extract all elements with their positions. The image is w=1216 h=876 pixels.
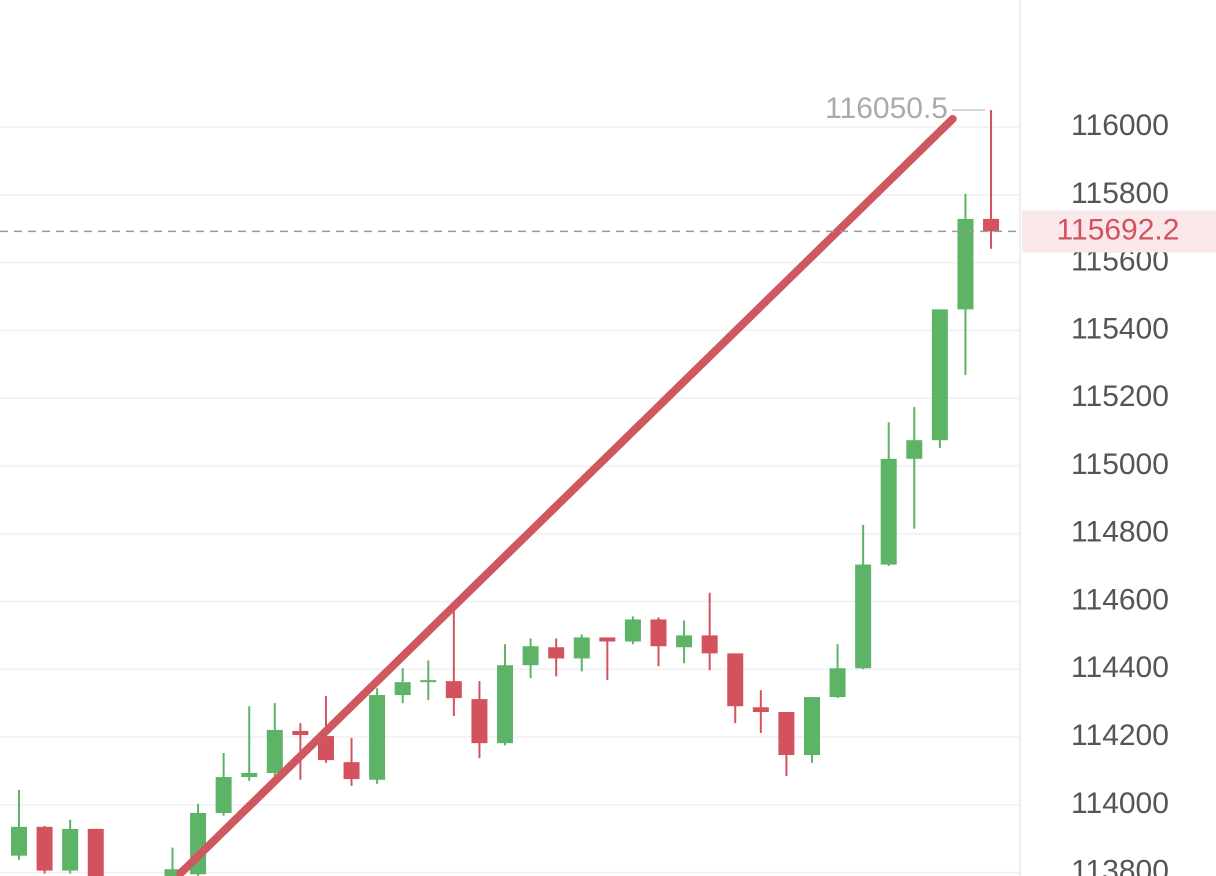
candle-body — [317, 736, 334, 761]
y-tick-label: 114000 — [1071, 787, 1169, 820]
candle-body — [829, 668, 846, 698]
candle-body — [701, 635, 718, 654]
y-tick-label: 115800 — [1071, 177, 1169, 210]
candle-body — [36, 826, 53, 871]
candle-body — [266, 729, 283, 773]
candle-body — [676, 635, 693, 648]
candle-body — [87, 828, 104, 876]
candle-body — [215, 777, 232, 813]
candle-body — [548, 647, 565, 659]
candle-body — [727, 653, 744, 707]
candle-body — [624, 619, 641, 642]
y-tick-label: 114200 — [1071, 719, 1169, 752]
candle-body — [471, 699, 488, 744]
candle-body — [880, 458, 897, 565]
candle-body — [445, 681, 462, 699]
y-tick-label: 116000 — [1071, 109, 1169, 142]
candle-body — [369, 695, 386, 780]
candle-body — [906, 440, 923, 459]
candle-body — [752, 707, 769, 712]
candle-body — [343, 762, 360, 780]
last-price-box — [1022, 210, 1216, 253]
high-label: 116050.5 — [825, 92, 948, 125]
y-tick-label: 115000 — [1071, 448, 1169, 481]
candle-body — [11, 826, 27, 856]
candle-body — [292, 730, 309, 736]
candle-body — [778, 711, 795, 756]
candle-body — [164, 869, 181, 876]
y-tick-label: 115400 — [1071, 312, 1169, 345]
candle-body — [855, 564, 872, 669]
candle-body — [650, 619, 667, 647]
last-price-label: 115692.2 — [1057, 213, 1180, 246]
y-tick-label: 113800 — [1071, 855, 1169, 876]
trendline — [176, 114, 957, 876]
y-tick-label: 115200 — [1071, 380, 1169, 413]
candle-body — [241, 772, 258, 778]
candle-body — [599, 637, 616, 642]
candle-body — [522, 646, 539, 666]
y-tick-label: 114600 — [1071, 583, 1169, 616]
candle-body — [420, 680, 437, 683]
candle-body — [803, 697, 820, 756]
candle-body — [983, 218, 1000, 232]
candle-body — [62, 828, 79, 871]
candle-body — [931, 309, 948, 441]
y-tick-label: 114800 — [1071, 516, 1169, 549]
candle-body — [394, 682, 411, 696]
candle-body — [497, 665, 514, 744]
candle-body — [957, 218, 974, 310]
plot-area — [0, 109, 1020, 876]
y-tick-label: 114400 — [1071, 651, 1169, 684]
candle-body — [573, 637, 590, 659]
